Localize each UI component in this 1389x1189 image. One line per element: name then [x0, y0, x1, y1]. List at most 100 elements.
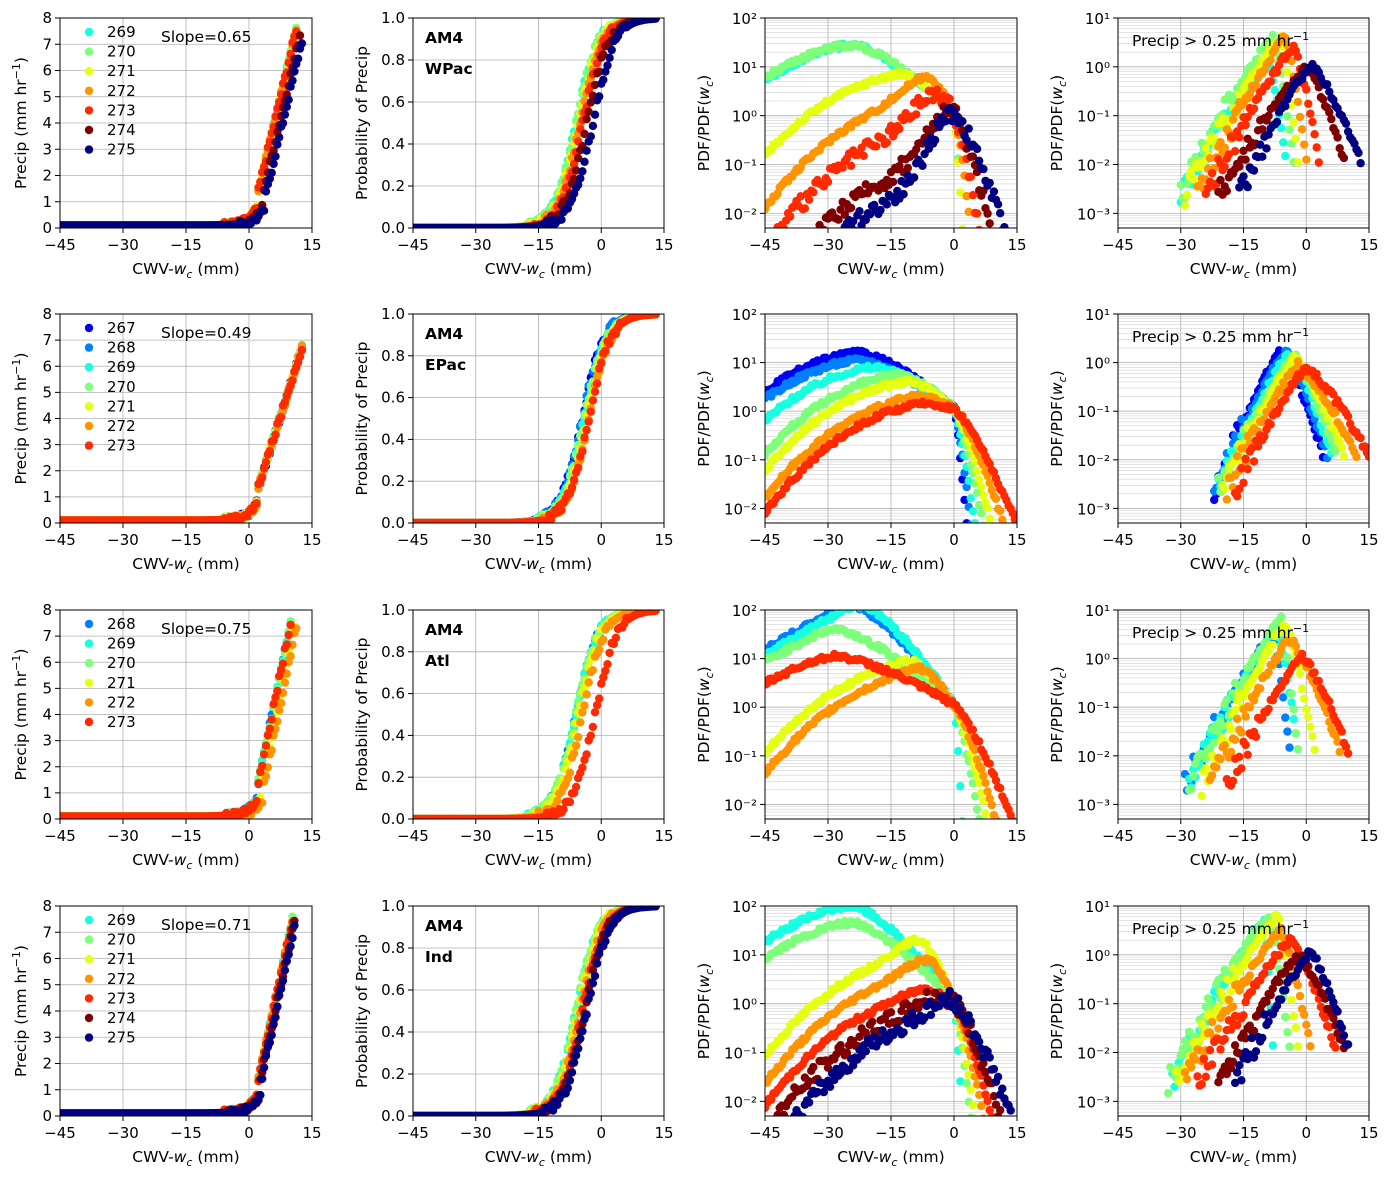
legend-marker-272 — [85, 422, 93, 430]
marker-273 — [1241, 121, 1249, 129]
marker-271 — [1189, 175, 1197, 183]
marker-273 — [568, 483, 576, 491]
marker-274 — [780, 274, 788, 282]
marker-275 — [273, 140, 281, 148]
y-tick-label: 1 — [42, 488, 52, 506]
threshold-annotation: Precip > 0.25 mm hr−1 — [1132, 30, 1309, 50]
marker-275 — [820, 256, 828, 264]
y-tick-label: 0 — [42, 514, 52, 532]
legend-label: 272 — [107, 82, 136, 100]
legend-marker-269 — [85, 363, 93, 371]
legend-marker-269 — [85, 28, 93, 36]
model-label: AM4 — [425, 29, 463, 47]
marker-274 — [983, 209, 991, 217]
marker-274 — [986, 219, 994, 227]
x-ticks: −45 −30 −15 0 15 — [1102, 228, 1378, 254]
x-axis-label: CWV-wc (mm) — [132, 555, 239, 576]
marker-274 — [847, 204, 855, 212]
y-tick-label: 8 — [42, 305, 52, 323]
y-tick-label: 1.0 — [381, 305, 405, 323]
marker-274 — [904, 164, 912, 172]
marker-274 — [1223, 187, 1231, 195]
marker-275 — [799, 277, 807, 285]
slope-annotation: Slope=0.49 — [161, 324, 252, 342]
marker-275 — [776, 293, 784, 301]
series-markers — [56, 24, 306, 233]
legend-label: 273 — [107, 437, 136, 455]
y-tick-label: 6 — [42, 357, 52, 375]
marker-275 — [298, 39, 306, 47]
marker-273 — [1315, 158, 1323, 166]
y-tick-label: 4 — [42, 410, 52, 428]
marker-274 — [1340, 154, 1348, 162]
legend-marker-274 — [85, 126, 93, 134]
marker-273 — [277, 413, 285, 421]
y-tick-label: 0.4 — [381, 430, 405, 448]
legend-label: 268 — [107, 339, 136, 357]
legend-label: 270 — [107, 43, 136, 61]
marker-275 — [285, 96, 293, 104]
y-tick-label: 10⁰ — [732, 108, 757, 126]
marker-273 — [578, 447, 586, 455]
legend-label: 267 — [107, 319, 136, 337]
marker-273 — [946, 95, 954, 103]
legend-label: 275 — [107, 141, 136, 159]
marker-275 — [931, 136, 939, 144]
marker-274 — [769, 280, 777, 288]
marker-275 — [784, 283, 792, 291]
marker-270 — [1285, 126, 1293, 134]
marker-273 — [786, 212, 794, 220]
y-axis-label: PDF/PDF(wc) — [1048, 75, 1069, 171]
marker-273 — [570, 476, 578, 484]
grid — [60, 314, 312, 523]
y-tick-label: 0.4 — [381, 135, 405, 153]
marker-275 — [1250, 166, 1258, 174]
marker-275 — [979, 165, 987, 173]
y-tick-label: 5 — [42, 88, 52, 106]
marker-273 — [1310, 130, 1318, 138]
marker-275 — [958, 117, 966, 125]
marker-272 — [967, 228, 975, 236]
y-ticks: 0.00.20.40.60.81.0 — [381, 305, 413, 532]
marker-275 — [279, 119, 287, 127]
marker-274 — [788, 260, 796, 268]
marker-275 — [595, 92, 603, 100]
marker-272 — [1296, 113, 1304, 121]
legend-label: 269 — [107, 23, 136, 41]
y-ticks: 0.00.20.40.60.81.0 — [381, 9, 413, 237]
marker-271 — [1292, 135, 1300, 143]
y-tick-label: 10⁰ — [1085, 59, 1110, 77]
marker-275 — [281, 110, 289, 118]
marker-274 — [794, 259, 802, 267]
marker-275 — [801, 267, 809, 275]
marker-275 — [965, 124, 973, 132]
y-tick-label: 5 — [42, 383, 52, 401]
y-tick-label: 10⁻¹ — [724, 157, 757, 175]
y-tick-label: 0.0 — [381, 514, 405, 532]
marker-275 — [773, 301, 781, 309]
marker-273 — [780, 224, 788, 232]
basin-label: EPac — [425, 356, 466, 374]
marker-273 — [591, 388, 599, 396]
marker-275 — [790, 288, 798, 296]
x-axis-label: CWV-wc (mm) — [485, 260, 592, 281]
marker-273 — [601, 347, 609, 355]
marker-273 — [1304, 100, 1312, 108]
marker-273 — [895, 125, 903, 133]
y-tick-label: 1.0 — [381, 9, 405, 27]
marker-272 — [1300, 140, 1308, 148]
marker-275 — [975, 157, 983, 165]
y-tick-label: 7 — [42, 331, 52, 349]
marker-273 — [933, 86, 941, 94]
marker-275 — [803, 261, 811, 269]
marker-273 — [973, 209, 981, 217]
marker-273 — [1250, 104, 1258, 112]
x-tick-label: 15 — [302, 236, 321, 254]
x-ticks: −45 −30 −15 0 15 — [44, 228, 321, 254]
marker-275 — [582, 147, 590, 155]
